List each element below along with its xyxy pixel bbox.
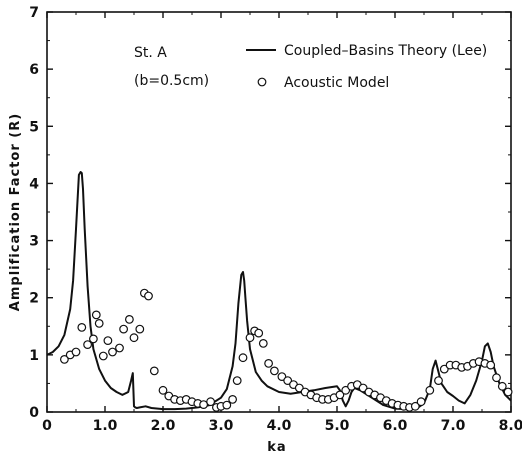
acoustic-point <box>103 336 113 346</box>
x-tick-label: 7.0 <box>441 418 466 434</box>
acoustic-point <box>254 328 264 338</box>
acoustic-point <box>77 323 87 332</box>
acoustic-point <box>119 324 128 334</box>
acoustic-point <box>238 353 248 363</box>
acoustic-point <box>503 387 513 397</box>
y-tick-label: 6 <box>29 62 39 78</box>
labels: St. A (b=0.5cm) Coupled–Basins Theory (L… <box>8 43 487 455</box>
acoustic-point <box>60 355 69 364</box>
acoustic-point <box>158 385 168 395</box>
acoustic-point <box>258 339 268 348</box>
acoustic-point <box>486 360 496 370</box>
acoustic-point <box>270 366 279 376</box>
y-tick-label: 2 <box>29 291 39 307</box>
x-axis-label: ka <box>267 440 286 455</box>
acoustic-point <box>245 333 255 343</box>
acoustic-point <box>94 319 104 328</box>
x-tick-label: 1.0 <box>93 418 118 434</box>
annotation-basin-width: (b=0.5cm) <box>134 73 209 89</box>
legend-label-theory: Coupled–Basins Theory (Lee) <box>284 43 487 59</box>
acoustic-point <box>71 347 81 357</box>
y-tick-label: 5 <box>29 119 39 135</box>
annotation-station: St. A <box>134 45 167 61</box>
acoustic-point <box>492 373 501 383</box>
acoustic-point <box>277 372 287 382</box>
y-tick-label: 4 <box>29 176 39 192</box>
x-tick-label: 0 <box>42 418 52 434</box>
x-tick-label: 6.0 <box>383 418 408 434</box>
acoustic-point <box>88 334 98 344</box>
x-tick-label: 4.0 <box>267 418 292 434</box>
y-tick-label: 1 <box>29 348 39 364</box>
acoustic-point <box>129 333 139 343</box>
acoustic-point <box>135 324 145 334</box>
x-tick-label: 2.0 <box>151 418 176 434</box>
x-tick-label: 8.0 <box>499 418 522 434</box>
ticks: 0 1.0 2.0 3.0 4.0 5.0 6.0 7.0 8.0 0 1 2 3 4 5 6 7 <box>29 5 522 434</box>
acoustic-point <box>335 390 345 400</box>
acoustic-point <box>98 351 108 361</box>
acoustic-point <box>358 383 368 393</box>
acoustic-point <box>124 315 134 324</box>
legend-marker-acoustic <box>257 77 267 87</box>
acoustic-point <box>115 343 124 353</box>
acoustic-point <box>497 381 507 391</box>
x-tick-label: 5.0 <box>325 418 350 434</box>
acoustic-point <box>228 395 238 404</box>
y-tick-label: 3 <box>29 234 39 250</box>
acoustic-point <box>91 310 101 320</box>
acoustic-point <box>416 397 426 407</box>
acoustic-point <box>264 359 274 368</box>
legend-label-acoustic: Acoustic Model <box>284 75 389 91</box>
acoustic-point <box>206 397 216 407</box>
acoustic-point <box>439 364 449 374</box>
acoustic-point <box>283 376 293 386</box>
acoustic-point <box>294 383 304 393</box>
acoustic-point <box>222 400 232 410</box>
y-axis-label: Amplification Factor (R) <box>8 113 23 311</box>
x-tick-label: 3.0 <box>209 418 234 434</box>
acoustic-point <box>149 366 159 376</box>
acoustic-point <box>83 340 92 350</box>
acoustic-point <box>144 291 153 301</box>
y-tick-label: 7 <box>29 5 39 21</box>
acoustic-point <box>232 376 242 386</box>
acoustic-points <box>60 288 513 412</box>
acoustic-point <box>108 347 117 357</box>
acoustic-point <box>425 385 435 395</box>
y-tick-label: 0 <box>29 405 39 421</box>
acoustic-point <box>341 385 351 395</box>
acoustic-point <box>410 401 420 411</box>
acoustic-point <box>434 376 443 386</box>
